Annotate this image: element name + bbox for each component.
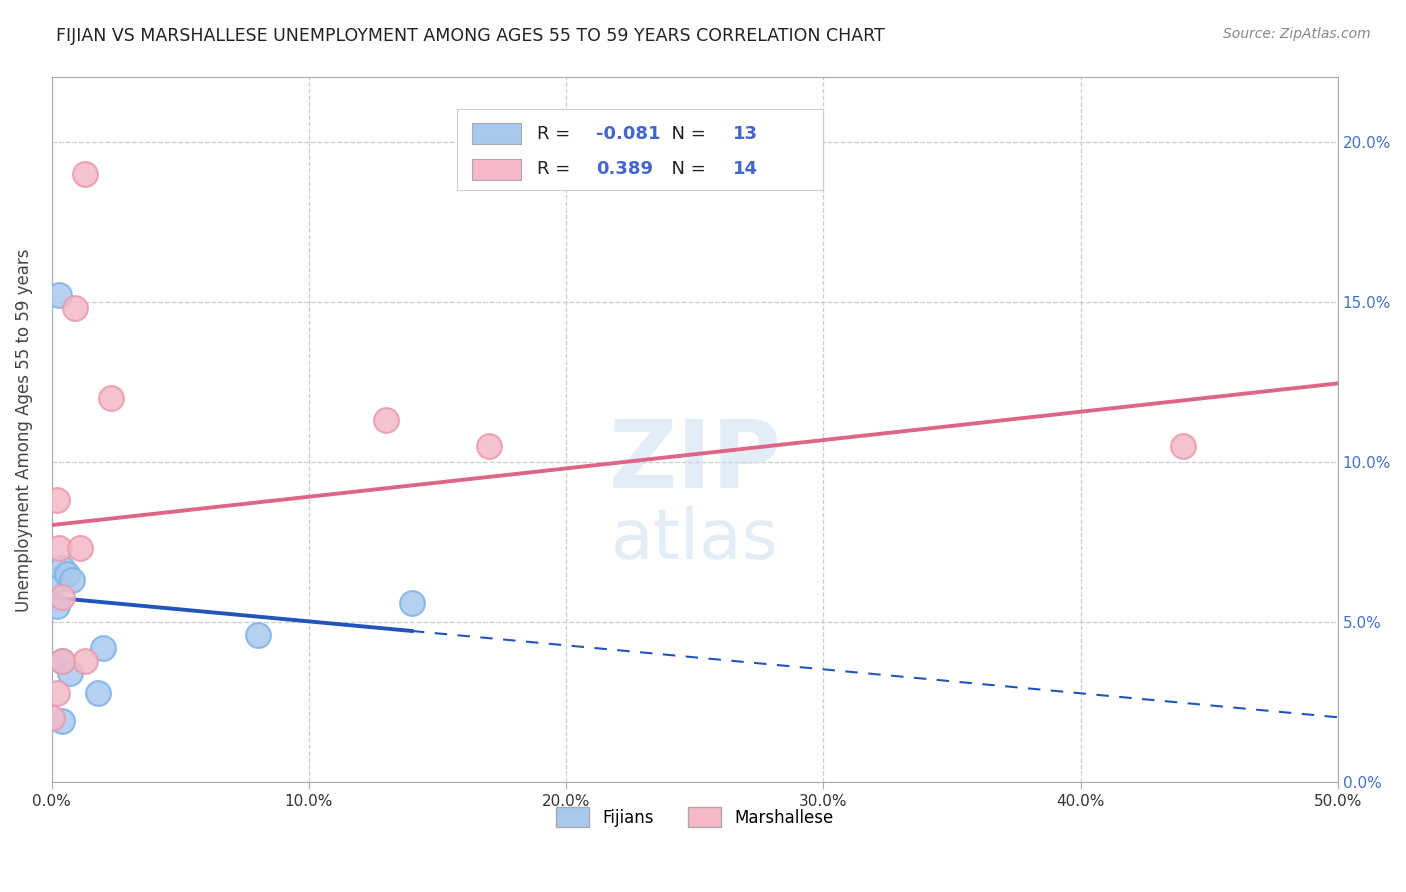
Point [375, 413, 398, 427]
Text: FIJIAN VS MARSHALLESE UNEMPLOYMENT AMONG AGES 55 TO 59 YEARS CORRELATION CHART: FIJIAN VS MARSHALLESE UNEMPLOYMENT AMONG… [56, 27, 884, 45]
Point [91, 640, 114, 655]
Point [45, 599, 67, 614]
Point [56, 567, 79, 582]
Point [60, 574, 83, 588]
Point [478, 439, 501, 453]
Text: 13: 13 [734, 125, 758, 143]
Point [41, 711, 63, 725]
Text: R =: R = [537, 160, 575, 178]
Text: -0.081: -0.081 [596, 125, 661, 143]
Y-axis label: Unemployment Among Ages 55 to 59 years: Unemployment Among Ages 55 to 59 years [15, 248, 32, 612]
FancyBboxPatch shape [472, 159, 522, 179]
Text: N =: N = [659, 125, 711, 143]
Point [45, 685, 67, 699]
Point [69, 541, 91, 556]
Point [51, 654, 73, 668]
Point [75, 167, 97, 181]
Point [45, 493, 67, 508]
Point [246, 628, 269, 642]
Legend: Fijians, Marshallese: Fijians, Marshallese [550, 800, 841, 834]
Text: N =: N = [659, 160, 711, 178]
Text: R =: R = [537, 125, 575, 143]
Point [48, 541, 70, 556]
FancyBboxPatch shape [457, 109, 824, 190]
Point [75, 654, 97, 668]
Point [63, 301, 86, 315]
Text: 0.389: 0.389 [596, 160, 652, 178]
Point [87, 685, 110, 699]
Text: Source: ZipAtlas.com: Source: ZipAtlas.com [1223, 27, 1371, 41]
Point [59, 666, 82, 681]
Point [51, 560, 73, 574]
Point [45, 574, 67, 588]
Point [1173, 439, 1195, 453]
Point [48, 288, 70, 302]
Point [401, 596, 423, 610]
FancyBboxPatch shape [472, 123, 522, 145]
Point [51, 714, 73, 729]
Point [51, 590, 73, 604]
Point [100, 391, 122, 405]
Text: ZIP: ZIP [609, 416, 782, 508]
Text: 14: 14 [734, 160, 758, 178]
Text: atlas: atlas [610, 506, 779, 573]
Point [51, 654, 73, 668]
